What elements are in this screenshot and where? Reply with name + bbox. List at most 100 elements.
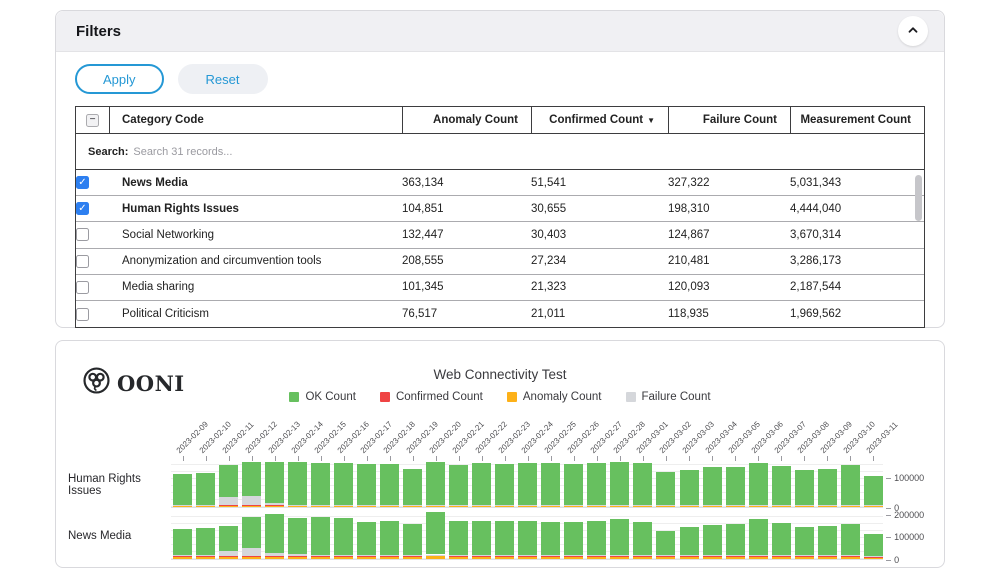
table-search-row: Search: bbox=[76, 134, 924, 170]
bar-segment-anomaly bbox=[840, 556, 860, 559]
table-row[interactable]: Anonymization and circumvention tools 208… bbox=[76, 248, 924, 275]
bar-segment-failure bbox=[610, 554, 630, 556]
row-checkbox[interactable] bbox=[76, 280, 89, 294]
bar-segment-ok bbox=[725, 524, 745, 556]
bar-segment-confirmed bbox=[264, 505, 284, 507]
bar-segment-anomaly bbox=[725, 556, 745, 559]
bar-segment-anomaly bbox=[172, 506, 192, 507]
value-cell: 51,541 bbox=[531, 176, 567, 189]
row-checkbox[interactable] bbox=[76, 307, 89, 321]
bar-segment-anomaly bbox=[633, 556, 653, 559]
y-axis-tick-label: 100000 bbox=[894, 532, 925, 543]
reset-button[interactable]: Reset bbox=[177, 64, 268, 94]
bar-segment-ok bbox=[771, 465, 791, 505]
column-header-anomaly-count[interactable]: Anomaly Count bbox=[402, 107, 531, 133]
bar-segment-failure bbox=[863, 504, 883, 506]
table-row[interactable]: ✓ News Media 363,134 51,541 327,322 5,031,343 bbox=[76, 170, 924, 197]
bar-segment-failure bbox=[287, 504, 307, 506]
bar-segment-anomaly bbox=[610, 506, 630, 507]
bar-segment-confirmed bbox=[241, 555, 261, 557]
bar-segment-confirmed bbox=[863, 505, 883, 507]
bar-segment-anomaly bbox=[748, 556, 768, 559]
bar-segment-confirmed bbox=[863, 556, 883, 558]
bar-segment-failure bbox=[702, 555, 722, 557]
bar-segment-confirmed bbox=[334, 555, 354, 557]
x-tick-mark bbox=[504, 456, 506, 461]
bar-segment-ok bbox=[403, 468, 423, 505]
bar-segment-confirmed bbox=[541, 555, 561, 557]
row-checkbox[interactable] bbox=[76, 228, 89, 242]
apply-button[interactable]: Apply bbox=[75, 64, 164, 94]
bar-segment-anomaly bbox=[656, 506, 676, 507]
bar-segment-failure bbox=[771, 555, 791, 556]
bar-segment-anomaly bbox=[195, 556, 215, 559]
bar-segment-confirmed bbox=[518, 555, 538, 557]
value-cell: 120,093 bbox=[668, 281, 710, 294]
stacked-bar bbox=[334, 462, 354, 507]
table-row[interactable]: Media sharing 101,345 21,323 120,093 2,187,5… bbox=[76, 274, 924, 301]
bar-segment-failure bbox=[472, 504, 492, 506]
x-tick-mark bbox=[597, 456, 599, 461]
bar-segment-failure bbox=[287, 554, 307, 556]
stacked-bar bbox=[656, 512, 676, 559]
bar-segment-confirmed bbox=[472, 505, 492, 507]
stacked-bar bbox=[541, 512, 561, 559]
category-table: − Category Code Anomaly Count Confirmed Cou… bbox=[75, 106, 925, 329]
collapse-filters-button[interactable] bbox=[898, 16, 928, 46]
bar-segment-failure bbox=[817, 555, 837, 557]
value-cell: 198,310 bbox=[668, 202, 710, 215]
value-cell: 3,286,173 bbox=[790, 255, 842, 268]
bar-segment-ok bbox=[679, 526, 699, 556]
bar-segment-anomaly bbox=[587, 556, 607, 559]
bar-segment-confirmed bbox=[541, 505, 561, 507]
column-header-measurement-count[interactable]: Measurement Count bbox=[790, 107, 924, 133]
bar-segment-anomaly bbox=[380, 556, 400, 559]
table-row[interactable]: ✓ Human Rights Issues 104,851 30,655 198,310… bbox=[76, 196, 924, 223]
x-tick-mark bbox=[412, 456, 414, 461]
chart-row-news-media: News Media 200000 100000 0 bbox=[68, 510, 932, 565]
stacked-bar bbox=[357, 512, 377, 559]
bar-segment-anomaly bbox=[449, 506, 469, 507]
bar-segment-anomaly bbox=[840, 506, 860, 507]
table-row[interactable]: Social Networking 132,447 30,403 124,867 3,6… bbox=[76, 222, 924, 249]
table-row[interactable]: Political Criticism 76,517 21,011 118,935 1,… bbox=[76, 300, 924, 328]
value-cell: 76,517 bbox=[402, 308, 438, 321]
bar-segment-ok bbox=[218, 526, 238, 552]
column-header-confirmed-count[interactable]: Confirmed Count ▼ bbox=[531, 107, 668, 133]
bar-segment-ok bbox=[702, 467, 722, 505]
y-axis-tick-mark bbox=[886, 477, 892, 479]
bar-segment-anomaly bbox=[610, 556, 630, 559]
row-checkbox[interactable]: ✓ bbox=[76, 202, 89, 216]
bar-segment-confirmed bbox=[334, 505, 354, 507]
stacked-bar bbox=[310, 512, 330, 559]
bar-segment-anomaly bbox=[817, 556, 837, 559]
bar-segment-ok bbox=[264, 514, 284, 553]
bar-segment-anomaly bbox=[587, 506, 607, 507]
search-input[interactable] bbox=[133, 145, 434, 158]
bar-segment-failure bbox=[264, 552, 284, 556]
x-axis-date-labels: 2023-02-09 2023-02-10 2023-02-11 2023-02-12… bbox=[171, 405, 900, 455]
bar-segment-confirmed bbox=[357, 555, 377, 557]
y-axis-tick-mark bbox=[886, 560, 892, 562]
x-tick-mark bbox=[182, 456, 184, 461]
column-header-failure-count[interactable]: Failure Count bbox=[668, 107, 790, 133]
stacked-bar-chart: 2023-02-09 2023-02-10 2023-02-11 2023-02-12… bbox=[68, 405, 932, 565]
stacked-bar bbox=[748, 512, 768, 559]
select-all-cell: − bbox=[76, 107, 110, 133]
column-header-category-code[interactable]: Category Code bbox=[110, 107, 402, 133]
bar-segment-ok bbox=[610, 519, 630, 555]
table-scrollbar[interactable] bbox=[915, 175, 922, 221]
bar-segment-ok bbox=[863, 533, 883, 556]
bar-segment-ok bbox=[495, 520, 515, 556]
bar-segment-ok bbox=[426, 462, 446, 505]
row-checkbox[interactable] bbox=[76, 254, 89, 268]
row-checkbox[interactable]: ✓ bbox=[76, 176, 89, 190]
row-checkbox-cell: ✓ bbox=[76, 176, 110, 190]
x-tick-mark bbox=[228, 456, 230, 461]
x-tick-mark bbox=[251, 456, 253, 461]
bar-segment-failure bbox=[541, 555, 561, 556]
select-all-checkbox[interactable]: − bbox=[86, 113, 99, 127]
stacked-bar bbox=[172, 462, 192, 507]
bar-segment-ok bbox=[357, 464, 377, 505]
